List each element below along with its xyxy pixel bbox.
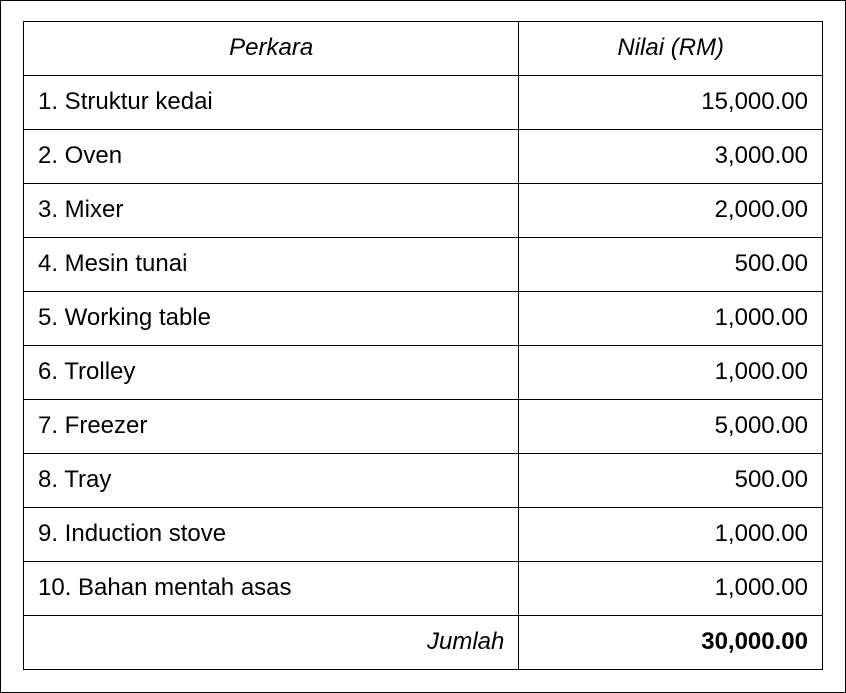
item-cell: 5. Working table [24,292,519,346]
value-cell: 5,000.00 [519,400,823,454]
header-value: Nilai (RM) [519,22,823,76]
value-cell: 15,000.00 [519,76,823,130]
value-cell: 1,000.00 [519,346,823,400]
value-cell: 500.00 [519,454,823,508]
table-total-row: Jumlah 30,000.00 [24,616,823,670]
table-row: 5. Working table 1,000.00 [24,292,823,346]
table-body: 1. Struktur kedai 15,000.00 2. Oven 3,00… [24,76,823,670]
table-row: 3. Mixer 2,000.00 [24,184,823,238]
item-cell: 6. Trolley [24,346,519,400]
value-cell: 2,000.00 [519,184,823,238]
item-cell: 9. Induction stove [24,508,519,562]
table-row: 10. Bahan mentah asas 1,000.00 [24,562,823,616]
value-cell: 1,000.00 [519,562,823,616]
value-cell: 500.00 [519,238,823,292]
table-row: 4. Mesin tunai 500.00 [24,238,823,292]
total-value: 30,000.00 [519,616,823,670]
value-cell: 1,000.00 [519,508,823,562]
item-cell: 7. Freezer [24,400,519,454]
table-row: 8. Tray 500.00 [24,454,823,508]
item-cell: 3. Mixer [24,184,519,238]
cost-table: Perkara Nilai (RM) 1. Struktur kedai 15,… [23,21,823,670]
table-row: 6. Trolley 1,000.00 [24,346,823,400]
item-cell: 10. Bahan mentah asas [24,562,519,616]
item-cell: 8. Tray [24,454,519,508]
page-container: Perkara Nilai (RM) 1. Struktur kedai 15,… [0,0,846,693]
total-label: Jumlah [24,616,519,670]
table-row: 1. Struktur kedai 15,000.00 [24,76,823,130]
value-cell: 3,000.00 [519,130,823,184]
item-cell: 2. Oven [24,130,519,184]
item-cell: 1. Struktur kedai [24,76,519,130]
table-header-row: Perkara Nilai (RM) [24,22,823,76]
table-row: 2. Oven 3,000.00 [24,130,823,184]
table-row: 7. Freezer 5,000.00 [24,400,823,454]
value-cell: 1,000.00 [519,292,823,346]
item-cell: 4. Mesin tunai [24,238,519,292]
table-row: 9. Induction stove 1,000.00 [24,508,823,562]
header-item: Perkara [24,22,519,76]
